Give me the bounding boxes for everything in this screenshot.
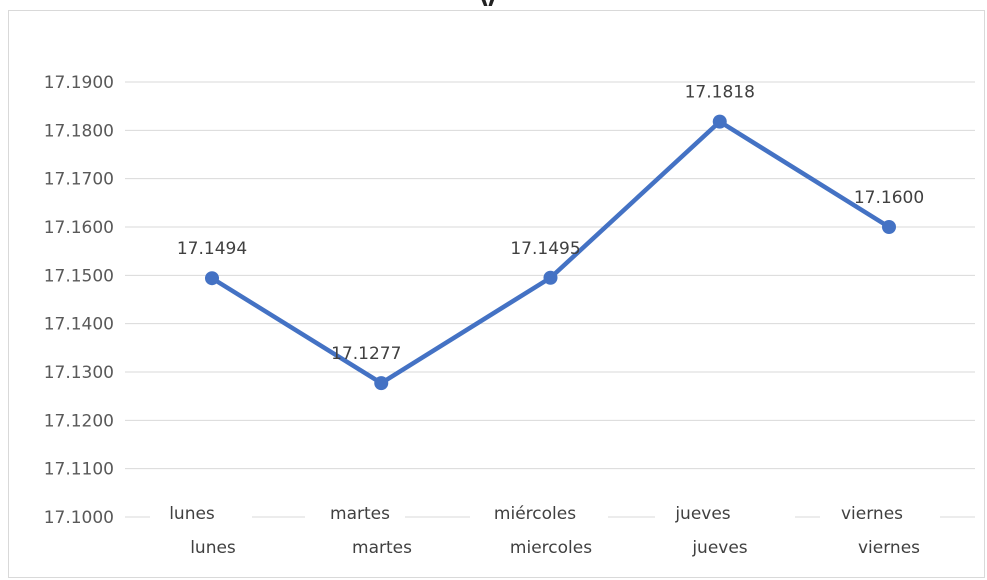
data-label: 17.1600 xyxy=(854,188,924,208)
y-tick-label: 17.1900 xyxy=(44,73,114,93)
category-label-secondary: jueves xyxy=(691,538,747,558)
category-label: martes xyxy=(330,504,390,524)
y-tick-label: 17.1700 xyxy=(44,170,114,190)
y-tick-label: 17.1300 xyxy=(44,363,114,383)
data-point xyxy=(205,271,219,286)
category-label-secondary: lunes xyxy=(190,538,236,558)
chart-title-fragment: y xyxy=(480,0,520,6)
category-label: miércoles xyxy=(494,504,576,524)
x-axis-category-labels: lunes martes miércoles jueves viernes lunes ma… xyxy=(169,504,920,558)
y-tick-label: 17.1000 xyxy=(44,508,114,528)
y-axis-tick-labels: 17.1000 17.1100 17.1200 17.1300 17.1400 17.15… xyxy=(44,73,114,528)
category-label-secondary: viernes xyxy=(858,538,920,558)
y-tick-label: 17.1800 xyxy=(44,121,114,141)
data-label: 17.1277 xyxy=(331,344,401,364)
y-tick-label: 17.1400 xyxy=(44,315,114,335)
category-label: lunes xyxy=(169,504,215,524)
category-label: jueves xyxy=(674,504,730,524)
y-tick-label: 17.1100 xyxy=(44,460,114,480)
category-label-secondary: miercoles xyxy=(510,538,592,558)
data-point xyxy=(882,220,896,234)
y-tick-label: 17.1500 xyxy=(44,266,114,286)
y-tick-label: 17.1600 xyxy=(44,218,114,238)
data-point xyxy=(712,114,727,129)
data-point xyxy=(374,376,389,391)
category-label-secondary: martes xyxy=(352,538,412,558)
y-tick-label: 17.1200 xyxy=(44,411,114,431)
data-labels: 17.1494 17.1277 17.1495 17.1818 17.1600 xyxy=(177,83,924,364)
gridlines xyxy=(125,81,975,518)
chart-frame xyxy=(8,10,985,578)
data-points xyxy=(205,114,896,391)
data-label: 17.1495 xyxy=(510,239,580,259)
category-label: viernes xyxy=(841,504,903,524)
data-point xyxy=(543,270,558,285)
data-label: 17.1494 xyxy=(177,239,247,259)
data-label: 17.1818 xyxy=(685,83,755,103)
